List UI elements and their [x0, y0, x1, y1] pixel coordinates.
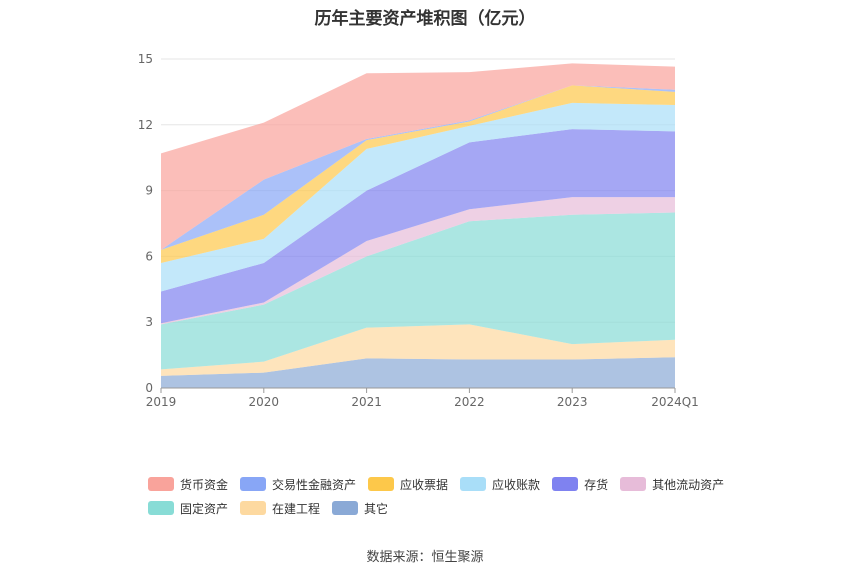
area-series: [161, 129, 675, 324]
legend-swatch: [148, 501, 174, 515]
area-series: [161, 197, 675, 325]
area-series: [161, 85, 675, 263]
x-tick-label: 2023: [557, 395, 588, 409]
y-tick-label: 6: [145, 249, 153, 263]
legend-label: 在建工程: [272, 501, 321, 516]
x-tick-label: 2019: [146, 395, 177, 409]
legend-swatch: [552, 477, 579, 491]
area-series: [161, 212, 675, 370]
legend-label: 货币资金: [180, 477, 229, 492]
legend-label: 交易性金融资产: [272, 477, 357, 492]
area-layer: [161, 63, 675, 388]
y-tick-label: 9: [145, 184, 153, 198]
area-series: [161, 63, 675, 250]
legend-item[interactable]: 在建工程: [240, 500, 320, 517]
legend-swatch: [240, 501, 267, 515]
legend-item[interactable]: 存货: [552, 476, 608, 493]
legend-swatch: [460, 477, 487, 491]
legend-item[interactable]: 货币资金: [148, 476, 228, 493]
legend-row-2: 固定资产 在建工程 其它: [148, 496, 748, 520]
legend-swatch: [620, 477, 647, 491]
legend-swatch: [148, 477, 174, 491]
y-tick-label: 0: [145, 381, 153, 395]
legend-item[interactable]: 应收账款: [460, 476, 540, 493]
legend-swatch: [368, 477, 395, 491]
chart-title: 历年主要资产堆积图（亿元）: [314, 9, 536, 29]
y-tick-label: 3: [145, 315, 153, 329]
x-tick-label: 2024Q1: [651, 395, 699, 409]
legend-item[interactable]: 应收票据: [368, 476, 448, 493]
legend-item[interactable]: 交易性金融资产: [240, 476, 356, 493]
legend-swatch: [240, 477, 267, 491]
legend-label: 应收账款: [492, 477, 541, 492]
x-tick-label: 2022: [454, 395, 485, 409]
legend-label: 其它: [364, 501, 389, 516]
legend: 货币资金 交易性金融资产 应收票据 应收账款 存货 其他流动资产 固定资产 在建工程 其它: [148, 472, 748, 520]
legend-label: 存货: [584, 477, 609, 492]
x-tick-label: 2021: [351, 395, 382, 409]
legend-item[interactable]: 固定资产: [148, 500, 228, 517]
area-series: [161, 324, 675, 376]
legend-row-1: 货币资金 交易性金融资产 应收票据 应收账款 存货 其他流动资产: [148, 472, 748, 496]
area-series: [161, 102, 675, 292]
legend-label: 其他流动资产: [652, 477, 725, 492]
y-tick-label: 12: [138, 118, 153, 132]
legend-swatch: [332, 501, 359, 515]
data-source: 数据来源：恒生聚源: [366, 550, 484, 565]
legend-label: 应收票据: [400, 477, 449, 492]
legend-item[interactable]: 其他流动资产: [620, 476, 724, 493]
x-tick-label: 2020: [249, 395, 280, 409]
legend-item[interactable]: 其它: [332, 500, 388, 517]
area-series: [161, 357, 675, 388]
axis-layer: 0 3 6 9 12 15 2019 2020 2021 2022 2023 2024Q1: [138, 52, 699, 409]
legend-label: 固定资产: [180, 501, 229, 516]
y-tick-label: 15: [138, 52, 153, 66]
